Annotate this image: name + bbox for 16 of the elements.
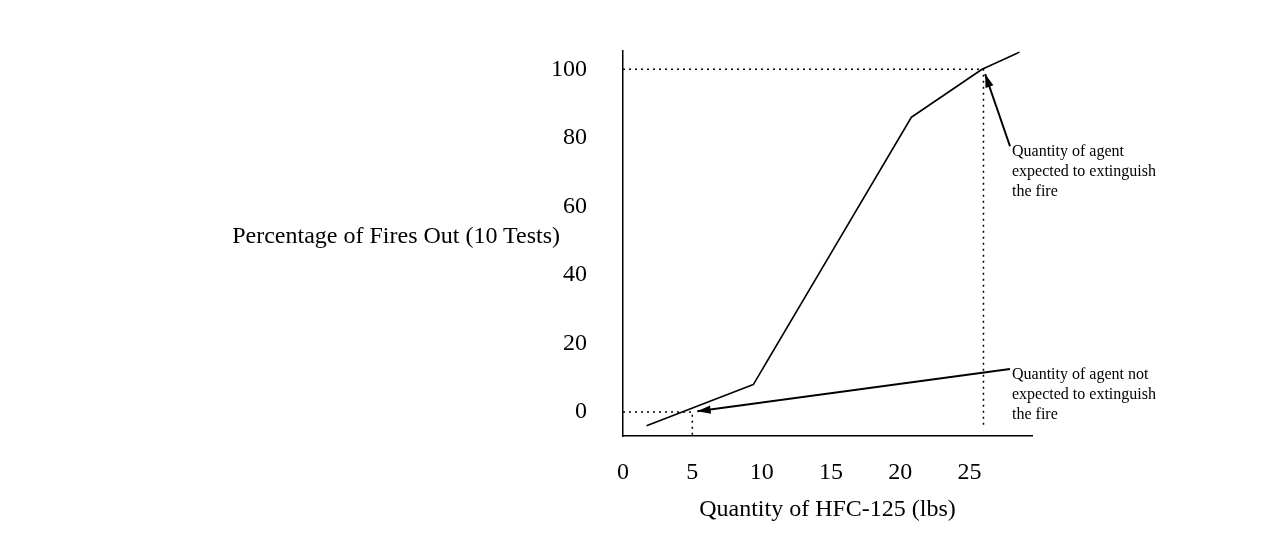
y-tick-label: 100 bbox=[551, 54, 587, 81]
x-tick-label: 25 bbox=[957, 457, 982, 484]
x-tick-label: 20 bbox=[888, 457, 913, 484]
x-tick-label: 10 bbox=[749, 457, 774, 484]
y-axis-title: Percentage of Fires Out (10 Tests) bbox=[232, 222, 560, 249]
annotation: Quantity of agent not expected to extinguish the fire bbox=[1012, 365, 1156, 423]
x-tick-label: 5 bbox=[686, 457, 699, 484]
x-axis-title: Quantity of HFC-125 (lbs) bbox=[699, 494, 956, 521]
x-tick-label: 15 bbox=[818, 457, 843, 484]
y-tick-label: 0 bbox=[575, 397, 587, 424]
y-tick-label: 20 bbox=[563, 328, 587, 355]
y-tick-label: 80 bbox=[563, 123, 587, 150]
y-tick-label: 40 bbox=[563, 260, 587, 287]
annotation: Quantity of agent expected to extinguish the fire bbox=[1012, 142, 1156, 200]
x-tick-label: 0 bbox=[617, 457, 629, 484]
y-tick-label: 60 bbox=[563, 191, 587, 218]
